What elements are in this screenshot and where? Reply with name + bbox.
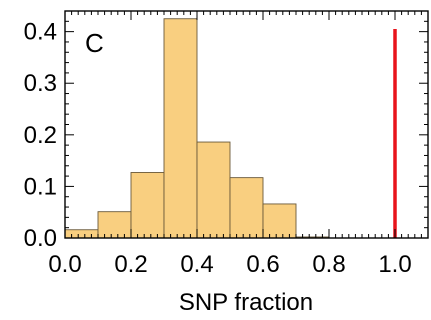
y-tick-label: 0.3 xyxy=(24,70,57,97)
x-tick-label: 0.6 xyxy=(246,251,279,278)
x-tick-label: 0.0 xyxy=(48,251,81,278)
histogram-bar xyxy=(229,177,264,239)
histogram-bar xyxy=(130,172,165,239)
x-axis-ticks: 0.0 0.2 0.4 0.6 0.8 1.0 xyxy=(48,11,429,278)
y-tick-label: 0.4 xyxy=(24,19,57,46)
y-axis-ticks: 0.0 0.1 0.2 0.3 0.4 xyxy=(24,10,428,252)
x-tick-label: 0.4 xyxy=(180,251,213,278)
panel-label: C xyxy=(85,28,104,58)
y-tick-label: 0.1 xyxy=(24,173,57,200)
x-tick-label: 0.2 xyxy=(114,251,147,278)
histogram-bars xyxy=(64,18,330,239)
histogram-bar xyxy=(262,203,297,239)
x-axis-title: SNP fraction xyxy=(179,289,313,316)
histogram-bar xyxy=(64,229,99,239)
y-tick-label: 0.2 xyxy=(24,122,57,149)
x-tick-label: 0.8 xyxy=(312,251,345,278)
histogram-bar xyxy=(196,141,231,239)
x-tick-label: 1.0 xyxy=(378,251,411,278)
y-tick-label: 0.0 xyxy=(24,225,57,252)
histogram-bar xyxy=(97,211,132,239)
histogram-bar xyxy=(163,18,198,239)
